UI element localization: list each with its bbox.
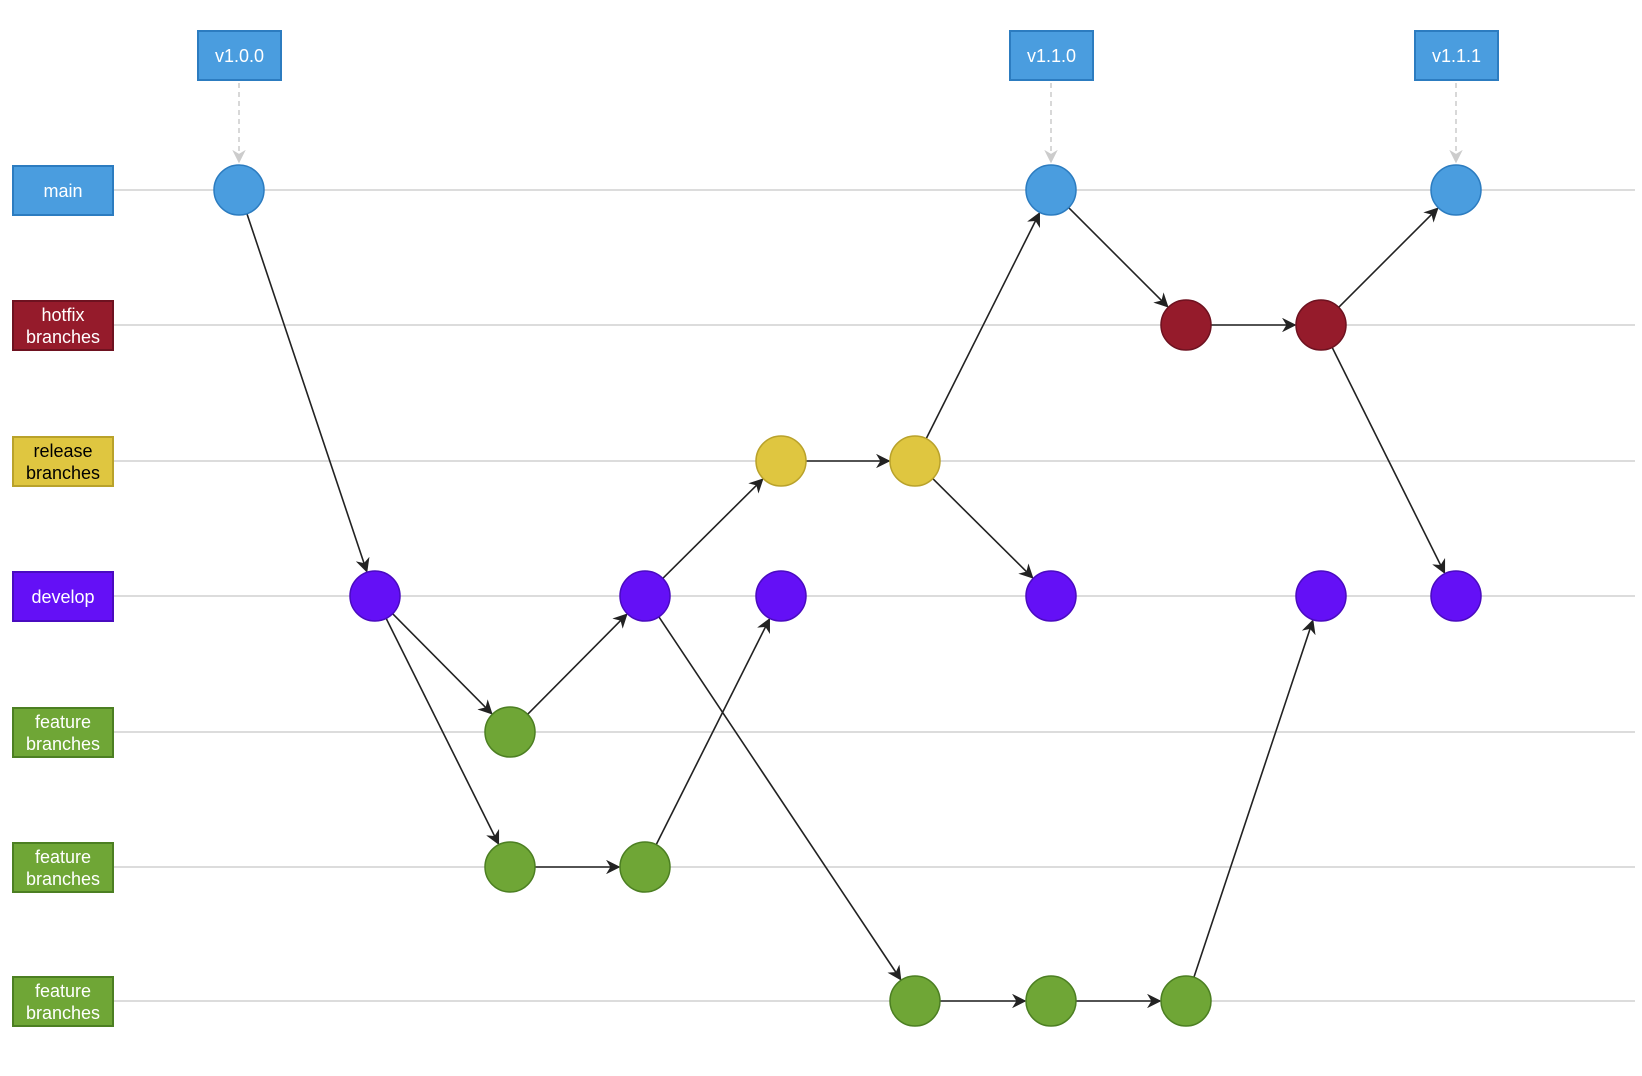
commit-node — [755, 435, 807, 487]
commit-edge — [1331, 347, 1446, 575]
commit-edge — [392, 613, 493, 715]
commit-node — [1295, 299, 1347, 351]
commit-edge — [385, 618, 500, 846]
tag: v1.1.0 — [1009, 30, 1094, 81]
commit-node — [1160, 299, 1212, 351]
lane-label: hotfix branches — [12, 300, 114, 351]
commit-edge — [655, 617, 771, 846]
lane-label: develop — [12, 571, 114, 622]
lane-label: release branches — [12, 436, 114, 487]
commit-node — [889, 435, 941, 487]
commit-node — [1025, 975, 1077, 1027]
lane-label: main — [12, 165, 114, 216]
commit-node — [1025, 570, 1077, 622]
commit-node — [484, 841, 536, 893]
commit-edge — [662, 478, 764, 579]
commit-node — [1025, 164, 1077, 216]
commit-edge — [1068, 207, 1169, 308]
commit-node — [1295, 570, 1347, 622]
lane-label: feature branches — [12, 842, 114, 893]
commit-node — [349, 570, 401, 622]
commit-node — [619, 841, 671, 893]
commit-node — [1430, 570, 1482, 622]
commit-node — [889, 975, 941, 1027]
commit-edge — [658, 616, 902, 981]
tag: v1.1.1 — [1414, 30, 1499, 81]
commit-edge — [1338, 207, 1439, 308]
commit-edge — [932, 478, 1034, 579]
lane-label: feature branches — [12, 707, 114, 758]
tag: v1.0.0 — [197, 30, 282, 81]
commit-node — [1160, 975, 1212, 1027]
commit-node — [1430, 164, 1482, 216]
commit-node — [755, 570, 807, 622]
commit-node — [484, 706, 536, 758]
commit-edge — [527, 613, 628, 715]
commit-node — [619, 570, 671, 622]
commit-edge — [1193, 619, 1316, 978]
commit-edge — [925, 211, 1041, 440]
lane-label: feature branches — [12, 976, 114, 1027]
commit-edge — [246, 213, 370, 573]
commit-node — [213, 164, 265, 216]
